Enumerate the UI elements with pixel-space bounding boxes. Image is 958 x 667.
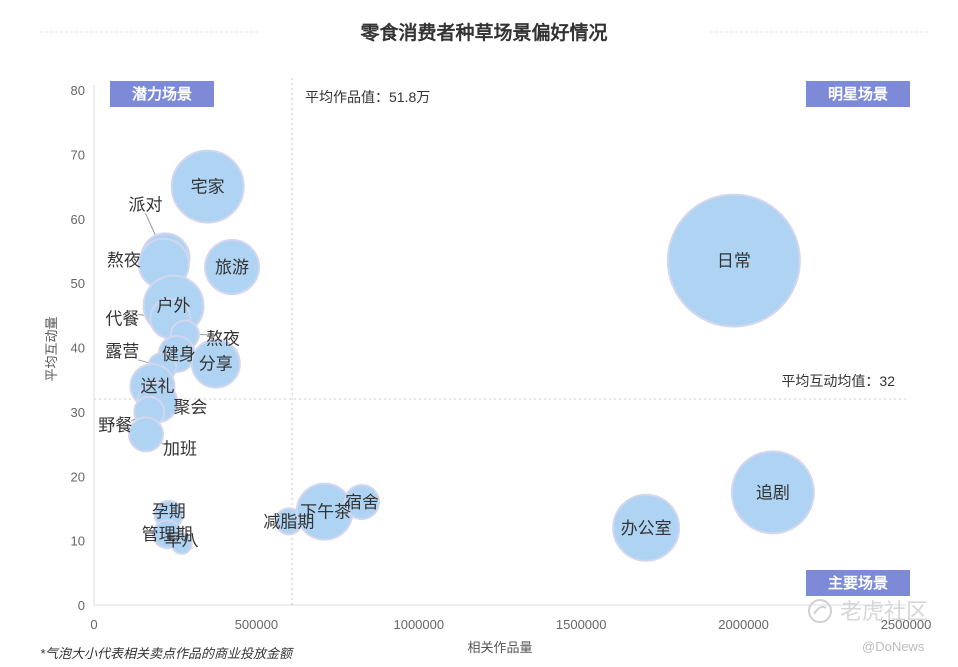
y-tick-label: 40	[71, 341, 85, 356]
bubble-label: 野餐	[98, 416, 132, 435]
bubble-label: 代餐	[105, 310, 139, 329]
watermark-logo-mark	[813, 605, 827, 615]
x-tick-label: 500000	[235, 617, 278, 632]
avg-x-label: 平均作品值：51.8万	[305, 89, 430, 105]
y-tick-label: 0	[78, 598, 85, 613]
watermark: 老虎社区 @DoNews	[808, 599, 928, 654]
y-tick-label: 20	[71, 469, 85, 484]
bubble-label: 熬夜	[206, 329, 240, 349]
bubble	[170, 532, 193, 555]
bubble-label: 早八	[165, 531, 199, 550]
bubble-label: 宿舍	[345, 493, 379, 512]
x-tick-label: 2000000	[718, 617, 769, 632]
bubble-label: 派对	[128, 195, 162, 214]
y-tick-label: 10	[71, 534, 85, 549]
bubble-label: 户外	[157, 297, 191, 316]
avg-y-label: 平均互动均值：32	[781, 373, 895, 389]
bubble	[190, 338, 241, 389]
y-tick-label: 60	[71, 212, 85, 227]
bubble-label: 日常	[717, 252, 751, 271]
footnote: *气泡大小代表相关卖点作品的商业投放金额	[40, 646, 294, 661]
bubble-label: 熬夜	[107, 250, 141, 270]
y-axis-title: 平均互动量	[44, 316, 59, 381]
watermark-logo-icon	[808, 599, 832, 623]
watermark-text: 老虎社区	[840, 599, 928, 624]
quadrant-badge	[806, 81, 910, 107]
chart-title: 零食消费者种草场景偏好情况	[359, 21, 607, 44]
bubble-label: 减脂期	[263, 512, 314, 531]
bubble	[730, 450, 815, 535]
y-tick-label: 70	[71, 147, 85, 162]
bubble-label: 管理期	[142, 525, 193, 544]
bubble-label: 露营	[105, 342, 139, 361]
x-tick-label: 1000000	[393, 617, 444, 632]
y-tick-label: 30	[71, 405, 85, 420]
bubble-label: 送礼	[140, 377, 174, 396]
bubble-label: 宅家	[191, 178, 225, 197]
bubble-label: 健身	[162, 345, 196, 364]
bubble-label: 孕期	[152, 502, 186, 521]
y-tick-label: 80	[71, 83, 85, 98]
bubble-label: 分享	[199, 355, 233, 374]
bubble	[612, 493, 681, 562]
bubble	[204, 239, 261, 296]
bubble-label: 加班	[163, 439, 197, 458]
quadrant-badge	[806, 570, 910, 596]
bubble-label: 聚会	[173, 398, 207, 417]
bubble	[170, 149, 245, 224]
quadrant-label: 主要场景	[828, 574, 888, 592]
bubble-label: 下午茶	[300, 503, 351, 522]
bubbles	[127, 149, 815, 562]
x-tick-label: 2500000	[881, 617, 932, 632]
x-tick-label: 0	[90, 617, 97, 632]
watermark-sub: @DoNews	[862, 639, 925, 654]
y-tick-label: 50	[71, 276, 85, 291]
quadrant-label: 明星场景	[828, 85, 888, 103]
bubble	[127, 416, 164, 453]
bubble-label: 办公室	[621, 519, 672, 538]
bubble-label: 追剧	[756, 483, 790, 502]
x-tick-label: 1500000	[556, 617, 607, 632]
quadrant-label: 潜力场景	[132, 85, 192, 103]
bubble	[343, 484, 380, 520]
quadrant-badge	[110, 81, 214, 107]
bubble	[666, 193, 801, 328]
bubble-label: 旅游	[215, 258, 249, 277]
x-axis-title: 相关作品量	[467, 640, 532, 655]
axes: 0 10 20 30 40 50 60 70 80 0 500000 1000000 1500000 20…	[71, 83, 932, 632]
